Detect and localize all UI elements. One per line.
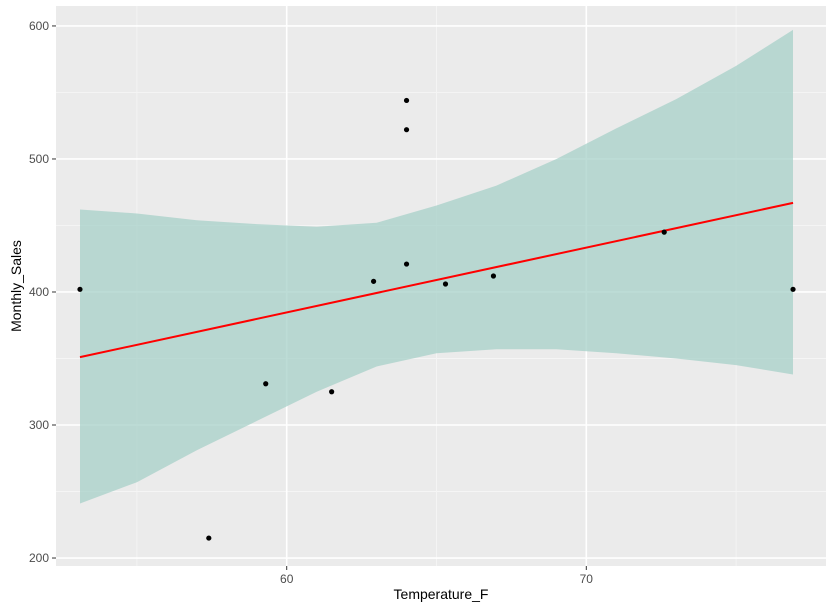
data-point	[263, 381, 269, 387]
x-axis: 60 70	[280, 566, 593, 586]
y-tick-label: 500	[29, 152, 49, 166]
data-point	[370, 278, 377, 284]
y-axis: 200 300 400 500 600	[29, 19, 56, 565]
confidence-band	[80, 29, 793, 504]
data-point	[403, 261, 410, 267]
data-point	[403, 97, 410, 104]
y-tick-label: 300	[29, 418, 49, 432]
regression-line	[79, 201, 794, 359]
y-axis-title: Monthly_Sales	[8, 240, 24, 332]
data-point	[206, 535, 212, 541]
data-point	[403, 127, 410, 133]
data-point	[77, 286, 83, 292]
data-point	[790, 286, 796, 292]
x-axis-title: Temperature_F	[394, 586, 489, 602]
data-point	[490, 273, 497, 279]
data-points	[77, 97, 796, 541]
y-tick-label: 400	[29, 285, 49, 299]
x-tick-label: 60	[280, 572, 294, 586]
y-tick-label: 200	[29, 551, 49, 565]
data-point	[329, 389, 335, 395]
data-point	[442, 281, 449, 287]
x-tick-label: 70	[580, 572, 594, 586]
y-tick-label: 600	[29, 19, 49, 33]
data-point	[661, 229, 667, 235]
